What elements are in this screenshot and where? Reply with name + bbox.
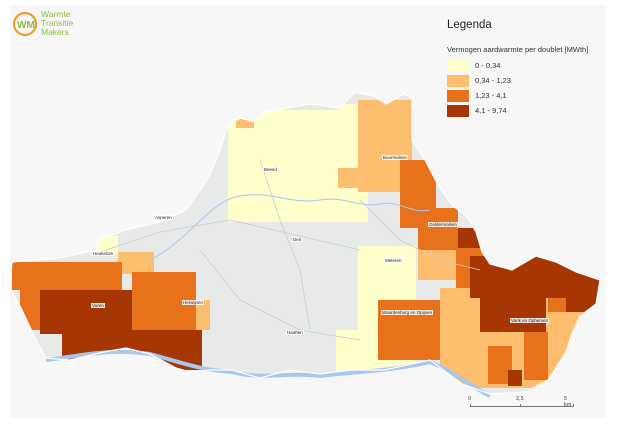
place-label-asperen: Asperen (154, 215, 173, 220)
grid-cell-class-4 (508, 370, 522, 386)
scale-label: 0 (468, 396, 472, 402)
legend-label: 1,23 - 4,1 (475, 91, 507, 100)
place-label-waardenburg: Waardenburg en Opijnen (381, 310, 434, 315)
place-label-beesd: Beesd (263, 167, 278, 172)
grid-cell-class-4 (566, 296, 600, 312)
grid-cell-class-2 (236, 108, 254, 128)
legend-label: 0 - 0,34 (475, 61, 501, 70)
legend-item: 4,1 - 9,74 (447, 103, 607, 118)
legend-item: 0,34 - 1,23 (447, 73, 607, 88)
legend: Legenda Vermogen aardwarmte per doublet … (447, 19, 607, 118)
grid-cell-class-3 (378, 300, 440, 360)
place-label-buurmalsen: Buurmalsen (382, 155, 409, 160)
place-label-varik: Varik en Ophemert (510, 318, 550, 323)
legend-swatch (447, 74, 469, 87)
wm-logo-icon: WM (12, 11, 38, 37)
place-label-vuren: Vuren (91, 303, 105, 308)
legend-subtitle: Vermogen aardwarmte per doublet [MWth] (447, 45, 589, 54)
road-line (99, 219, 361, 253)
grid-cell-class-2 (418, 250, 458, 280)
grid-cell-class-3 (524, 332, 548, 380)
grid-cell-class-1 (340, 104, 360, 174)
grid-cell-class-3 (12, 262, 122, 290)
river-linge (319, 198, 431, 212)
grid-cell-class-2 (338, 168, 358, 188)
scale-tick (470, 404, 471, 407)
legend-label: 4,1 - 9,74 (475, 106, 507, 115)
legend-swatch (447, 104, 469, 117)
place-label-heukelum: Heukelum (92, 251, 115, 256)
waterways (149, 194, 431, 261)
road-line (259, 159, 311, 331)
place-label-herwijnen: Herwijnen (182, 300, 205, 305)
scale-tick (573, 404, 574, 407)
scale-line (470, 406, 574, 407)
svg-text:WM: WM (17, 20, 35, 31)
municipality-boundary (9, 91, 601, 395)
logo-text: Warmte Transitie Makers (41, 10, 73, 37)
grid-cell-class-1 (336, 330, 360, 374)
place-label-deil: Deil (292, 237, 302, 242)
scale-label: 5 km (564, 396, 572, 408)
legend-swatch (447, 89, 469, 102)
river-linge (149, 194, 321, 261)
legend-title: Legenda (447, 19, 492, 31)
grid-cell-class-4 (458, 228, 480, 248)
road-line (199, 249, 361, 341)
road-line (359, 199, 481, 271)
grid-cell-class-1 (96, 236, 118, 254)
logo-line: Transitie (41, 18, 74, 28)
scale-tick (520, 404, 521, 407)
grid-cell-class-2 (118, 252, 154, 274)
place-label-geldermalsen: Geldermalsen (428, 222, 459, 227)
logo-line: Makers (41, 27, 69, 37)
scale-bar: 0 2,5 5 km (468, 396, 574, 410)
scale-label: 2,5 (516, 396, 524, 402)
logo: WM Warmte Transitie Makers (12, 10, 73, 37)
place-label-haaften: Haaften (286, 330, 304, 335)
roads (99, 159, 481, 341)
logo-line: Warmte (41, 9, 71, 19)
legend-label: 0,34 - 1,23 (475, 76, 511, 85)
grid-cell-class-4 (480, 296, 546, 332)
legend-item: 0 - 0,34 (447, 58, 607, 73)
grid-cell-class-4 (40, 290, 132, 334)
grid-cell-class-3 (418, 208, 458, 250)
legend-swatch (447, 59, 469, 72)
legend-item: 1,23 - 4,1 (447, 88, 607, 103)
place-label-meteren: Meteren (384, 258, 403, 263)
